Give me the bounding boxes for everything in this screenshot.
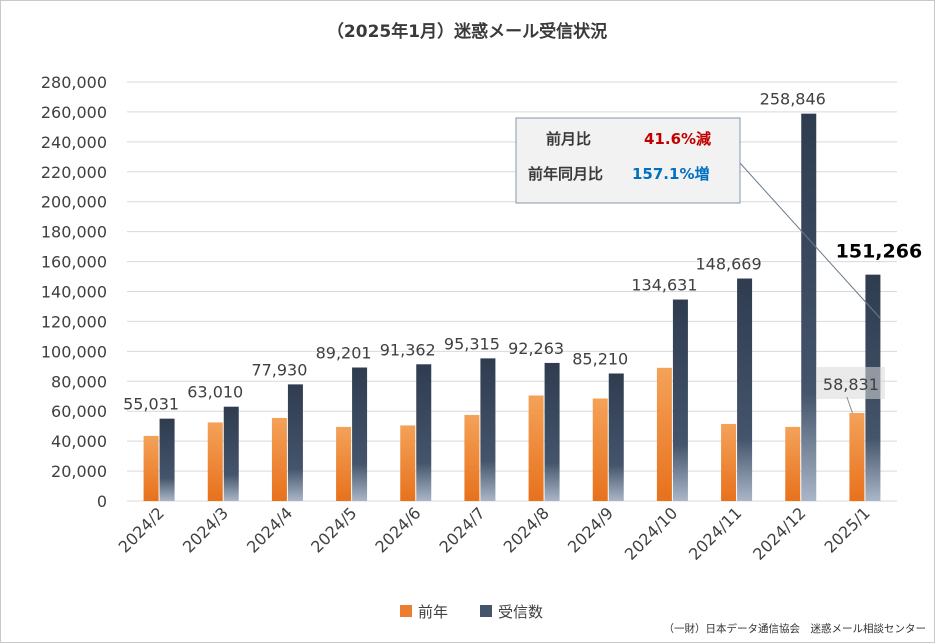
source-credit: （一財）日本データ通信協会 迷惑メール相談センター xyxy=(664,622,927,635)
bar-received xyxy=(352,367,368,501)
y-tick-label: 160,000 xyxy=(41,253,107,272)
x-tick-label: 2024/2 xyxy=(115,503,168,556)
x-tick-label: 2024/9 xyxy=(564,503,617,556)
data-label-received: 89,201 xyxy=(316,344,372,363)
bar-received xyxy=(480,358,496,501)
y-tick-label: 260,000 xyxy=(41,103,107,122)
y-tick-label: 80,000 xyxy=(51,372,107,391)
x-tick-label: 2024/11 xyxy=(685,503,745,563)
yoy-label: 前年同月比 xyxy=(528,165,603,183)
data-label-received: 134,631 xyxy=(631,276,697,295)
data-label-received: 91,362 xyxy=(380,340,436,359)
bar-prev-year xyxy=(721,423,737,501)
mom-value: 41.6%減 xyxy=(644,130,711,148)
mom-label: 前月比 xyxy=(546,130,591,148)
gridlines xyxy=(127,81,897,502)
legend-label-prev-year: 前年 xyxy=(418,603,448,621)
x-tick-label: 2024/6 xyxy=(371,503,424,556)
bar-prev-year xyxy=(592,398,608,501)
x-axis-ticks: 2024/2 2024/3 2024/4 2024/5 2024/6 2024/7 2024… xyxy=(115,503,874,563)
prev-year-label-leader xyxy=(846,396,853,414)
bar-received xyxy=(223,406,239,501)
bar-prev-year xyxy=(785,426,801,501)
bar-received xyxy=(159,418,175,501)
legend-swatch-prev-year xyxy=(400,605,412,617)
x-tick-label: 2024/5 xyxy=(307,503,360,556)
data-label-received: 55,031 xyxy=(123,395,179,414)
bar-received xyxy=(287,384,303,501)
bar-prev-year xyxy=(400,425,416,501)
data-label-received: 85,210 xyxy=(572,349,628,368)
data-label-prev-year: 58,831 xyxy=(823,375,879,394)
y-axis-ticks: 0 20,000 40,000 60,000 80,000 100,000 120,000 1… xyxy=(41,73,107,511)
bar-received xyxy=(801,113,817,501)
x-tick-label: 2025/1 xyxy=(821,503,874,556)
x-tick-label: 2024/4 xyxy=(243,503,296,556)
bar-prev-year xyxy=(271,417,287,501)
y-tick-label: 180,000 xyxy=(41,223,107,242)
bar-prev-year xyxy=(207,422,223,501)
data-label-received: 148,669 xyxy=(695,255,761,274)
y-tick-label: 200,000 xyxy=(41,193,107,212)
legend-label-received: 受信数 xyxy=(498,603,543,621)
y-tick-label: 0 xyxy=(97,492,107,511)
bar-received xyxy=(608,373,624,501)
bar-received xyxy=(737,278,753,501)
bar-prev-year xyxy=(849,412,865,501)
x-tick-label: 2024/10 xyxy=(621,503,681,563)
data-label-received: 151,266 xyxy=(836,241,923,263)
data-label-received: 92,263 xyxy=(508,339,564,358)
annotation-leader-line xyxy=(739,162,881,319)
bars xyxy=(143,113,881,501)
y-tick-label: 120,000 xyxy=(41,312,107,331)
data-label-received: 95,315 xyxy=(444,334,500,353)
y-tick-label: 100,000 xyxy=(41,342,107,361)
yoy-value: 157.1%増 xyxy=(632,165,709,183)
y-tick-label: 280,000 xyxy=(41,73,107,92)
y-tick-label: 140,000 xyxy=(41,283,107,302)
chart-title: （2025年1月）迷惑メール受信状況 xyxy=(327,21,607,42)
bar-received xyxy=(416,364,432,501)
bar-prev-year xyxy=(528,395,544,501)
data-label-received: 63,010 xyxy=(187,383,243,402)
y-tick-label: 40,000 xyxy=(51,432,107,451)
prev-year-label-background xyxy=(816,367,885,399)
bar-prev-year xyxy=(656,367,672,501)
bar-prev-year xyxy=(464,414,480,501)
x-tick-label: 2024/7 xyxy=(436,503,489,556)
x-tick-label: 2024/12 xyxy=(749,503,809,563)
data-label-received: 77,930 xyxy=(251,360,307,379)
data-label-received: 258,846 xyxy=(760,90,826,109)
bar-prev-year xyxy=(336,426,352,501)
x-tick-label: 2024/3 xyxy=(179,503,232,556)
y-tick-label: 20,000 xyxy=(51,462,107,481)
annotation-box: 前月比 41.6%減 前年同月比 157.1%増 xyxy=(515,117,741,204)
bar-received xyxy=(544,362,560,501)
x-tick-label: 2024/8 xyxy=(500,503,553,556)
legend-swatch-received xyxy=(480,605,492,617)
data-labels: 55,031 63,010 77,930 89,201 91,362 95,315 92,2… xyxy=(123,90,922,414)
annotation-box-background xyxy=(515,117,741,204)
legend: 前年 受信数 xyxy=(400,603,543,621)
bar-prev-year xyxy=(143,435,159,501)
y-tick-label: 60,000 xyxy=(51,402,107,421)
bar-received xyxy=(672,299,688,501)
y-tick-label: 240,000 xyxy=(41,133,107,152)
y-tick-label: 220,000 xyxy=(41,163,107,182)
